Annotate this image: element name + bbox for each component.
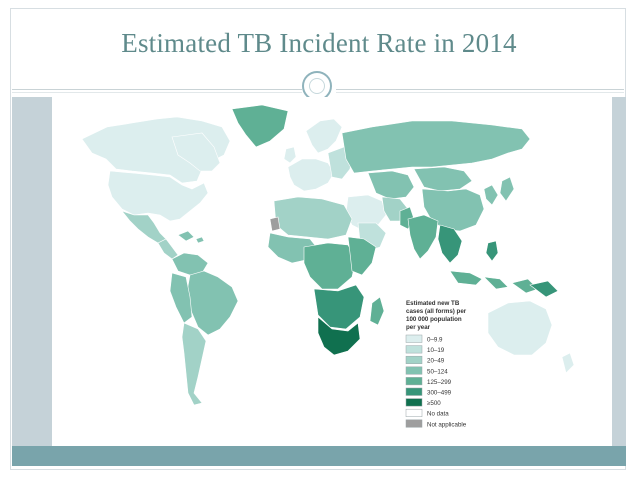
region-uk xyxy=(283,146,297,164)
legend-swatch xyxy=(405,377,423,386)
region-madagascar xyxy=(369,296,385,326)
legend-swatch xyxy=(405,419,423,428)
legend-swatch xyxy=(405,408,423,417)
legend-label: Not applicable xyxy=(427,421,467,428)
legend-label: 50–124 xyxy=(427,368,448,375)
legend-title-line-2: cases (all forms) per xyxy=(406,308,467,315)
region-greenland xyxy=(231,104,289,148)
region-india xyxy=(407,214,439,260)
region-southeast-asia xyxy=(437,224,463,264)
region-central-asia xyxy=(367,170,415,200)
right-gutter xyxy=(612,97,626,447)
region-western-europe xyxy=(287,158,335,192)
region-scandinavia xyxy=(305,118,343,154)
legend-swatch xyxy=(405,366,423,375)
legend-title-line-3: 100 000 population xyxy=(406,316,462,323)
region-new-zealand xyxy=(561,352,575,374)
title-divider-left-thin xyxy=(12,92,302,93)
legend-swatch xyxy=(405,398,423,407)
legend-label: 20–49 xyxy=(427,358,445,365)
title-divider-right-thin xyxy=(336,92,624,93)
left-gutter xyxy=(12,97,52,447)
region-mongolia-china-north xyxy=(413,166,473,192)
region-papua xyxy=(529,280,559,298)
bottom-band xyxy=(12,446,626,466)
legend-title-line-1: Estimated new TB xyxy=(406,300,460,307)
region-east-africa xyxy=(347,236,377,276)
region-western-sahara xyxy=(269,216,281,232)
slide-title: Estimated TB Incident Rate in 2014 xyxy=(121,28,517,58)
world-map: Estimated new TB cases (all forms) per 1… xyxy=(52,97,612,446)
region-korea-japan xyxy=(483,176,515,206)
legend-swatch xyxy=(405,387,423,396)
region-southern-central-africa xyxy=(313,284,365,330)
legend-swatch xyxy=(405,345,423,354)
region-caribbean xyxy=(177,230,205,244)
title-divider-left xyxy=(12,89,302,90)
legend: Estimated new TB cases (all forms) per 1… xyxy=(405,300,467,428)
region-usa xyxy=(107,170,209,222)
region-north-africa xyxy=(273,196,353,240)
region-peru-bolivia xyxy=(169,272,193,324)
legend-label: No data xyxy=(427,411,449,418)
legend-swatch xyxy=(405,355,423,364)
region-canada-east xyxy=(171,132,221,172)
region-central-africa xyxy=(303,242,357,290)
region-argentina-chile xyxy=(181,322,207,406)
legend-title-line-4: per year xyxy=(406,324,431,331)
legend-label: 300–499 xyxy=(427,390,452,397)
region-south-africa xyxy=(317,316,361,356)
region-central-america xyxy=(157,238,179,260)
region-australia xyxy=(487,300,553,356)
legend-label: 10–19 xyxy=(427,347,445,354)
region-philippines xyxy=(485,240,499,262)
legend-swatch xyxy=(405,334,423,343)
legend-label: 0–9.9 xyxy=(427,337,443,344)
legend-label: ≥500 xyxy=(427,400,441,407)
region-russia xyxy=(341,120,531,174)
region-colombia-venezuela xyxy=(171,252,209,276)
legend-label: 125–299 xyxy=(427,379,452,386)
title-divider-right xyxy=(336,89,624,90)
